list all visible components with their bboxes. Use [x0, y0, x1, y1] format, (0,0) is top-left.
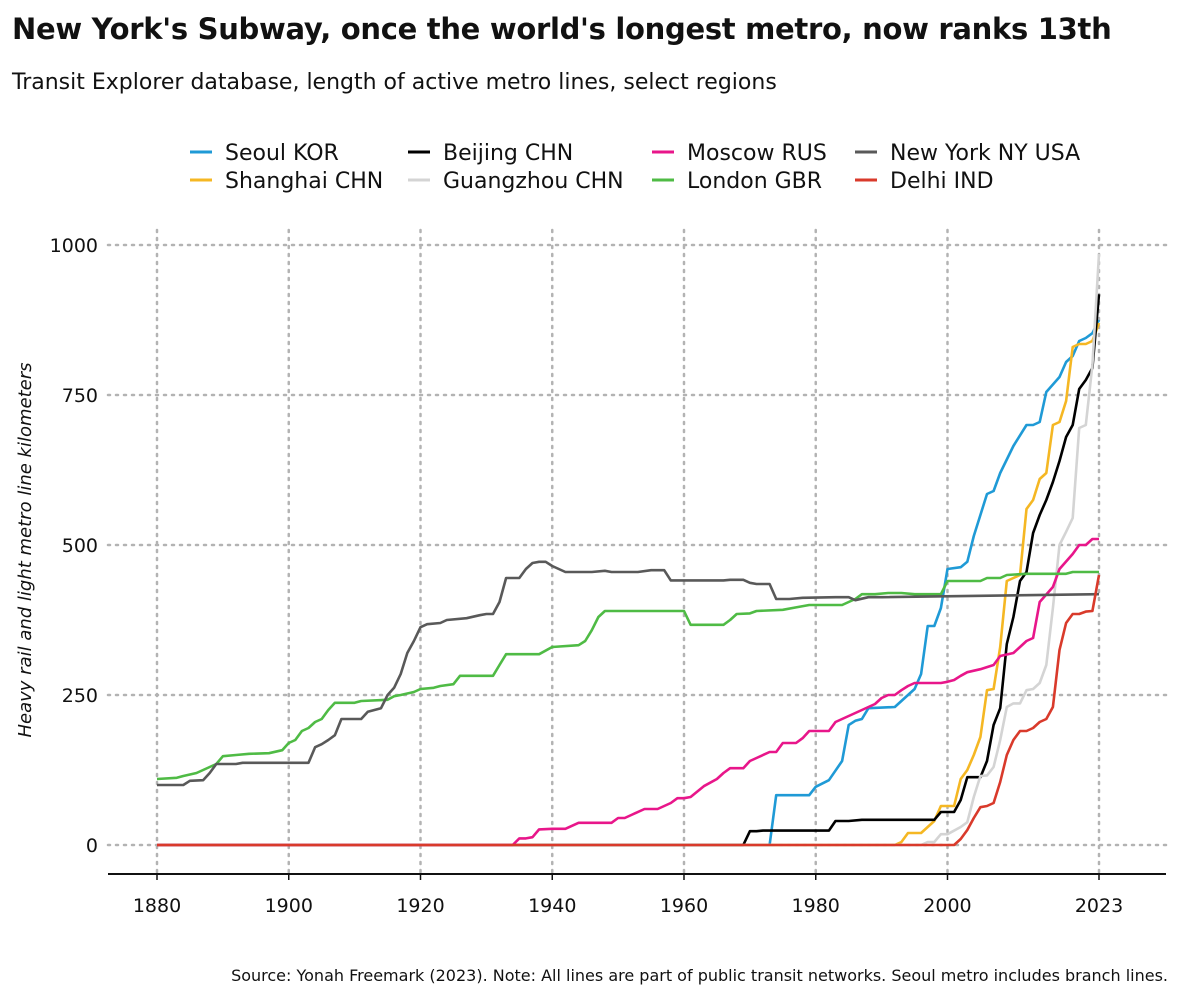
x-tick-label: 1940 — [528, 895, 576, 917]
legend-label: Guangzhou CHN — [443, 169, 624, 194]
legend-label: New York NY USA — [890, 141, 1080, 166]
legend-label: Delhi IND — [890, 169, 994, 194]
legend-item: Moscow RUS — [652, 141, 827, 166]
y-tick-label: 500 — [62, 535, 98, 557]
source-note: Source: Yonah Freemark (2023). Note: All… — [231, 966, 1168, 985]
legend-item: London GBR — [652, 169, 822, 194]
legend-item: Delhi IND — [855, 169, 994, 194]
legend-item: Shanghai CHN — [190, 169, 383, 194]
legend-label: Shanghai CHN — [225, 169, 383, 194]
y-tick-label: 0 — [86, 835, 98, 857]
legend-item: Seoul KOR — [190, 141, 339, 166]
axes: 0 250 500 750 1000 1880 1900 1920 1940 1960 1980 20… — [50, 235, 1166, 917]
x-tick-label: 1960 — [660, 895, 708, 917]
y-tick-label: 250 — [62, 685, 98, 707]
legend-label: Seoul KOR — [225, 141, 339, 166]
y-tick-label: 750 — [62, 385, 98, 407]
series-line-new-york-ny-usa — [157, 560, 1100, 787]
series-line-london-gbr — [156, 570, 1099, 781]
x-tick-label: 1980 — [792, 895, 840, 917]
series-line-moscow-rus — [157, 537, 1099, 847]
x-tick-label: 1920 — [396, 895, 444, 917]
series-line-delhi-ind — [157, 574, 1101, 847]
x-tick-label: 2023 — [1075, 895, 1123, 917]
x-tick-label: 1880 — [133, 895, 181, 917]
legend-item: New York NY USA — [855, 141, 1080, 166]
legend-label: Moscow RUS — [687, 141, 827, 166]
series-line-shanghai-chn — [157, 322, 1101, 847]
x-tick-label: 1900 — [265, 895, 313, 917]
chart-title: New York's Subway, once the world's long… — [12, 12, 1112, 46]
series-line-seoul-kor — [157, 319, 1101, 847]
x-tick-label: 2000 — [923, 895, 971, 917]
legend-label: Beijing CHN — [443, 141, 573, 166]
legend: Seoul KOR Shanghai CHN Beijing CHN Guangzho… — [190, 141, 1080, 194]
y-tick-label: 1000 — [50, 235, 98, 257]
series-lines — [156, 253, 1101, 847]
legend-item: Beijing CHN — [408, 141, 573, 166]
series-line-guangzhou-chn — [157, 253, 1101, 847]
chart-subtitle: Transit Explorer database, length of act… — [12, 70, 777, 95]
series-line-beijing-chn — [157, 294, 1101, 847]
gridlines — [106, 228, 1168, 874]
legend-label: London GBR — [687, 169, 822, 194]
y-axis-label: Heavy rail and light metro line kilomete… — [15, 363, 36, 738]
legend-item: Guangzhou CHN — [408, 169, 624, 194]
